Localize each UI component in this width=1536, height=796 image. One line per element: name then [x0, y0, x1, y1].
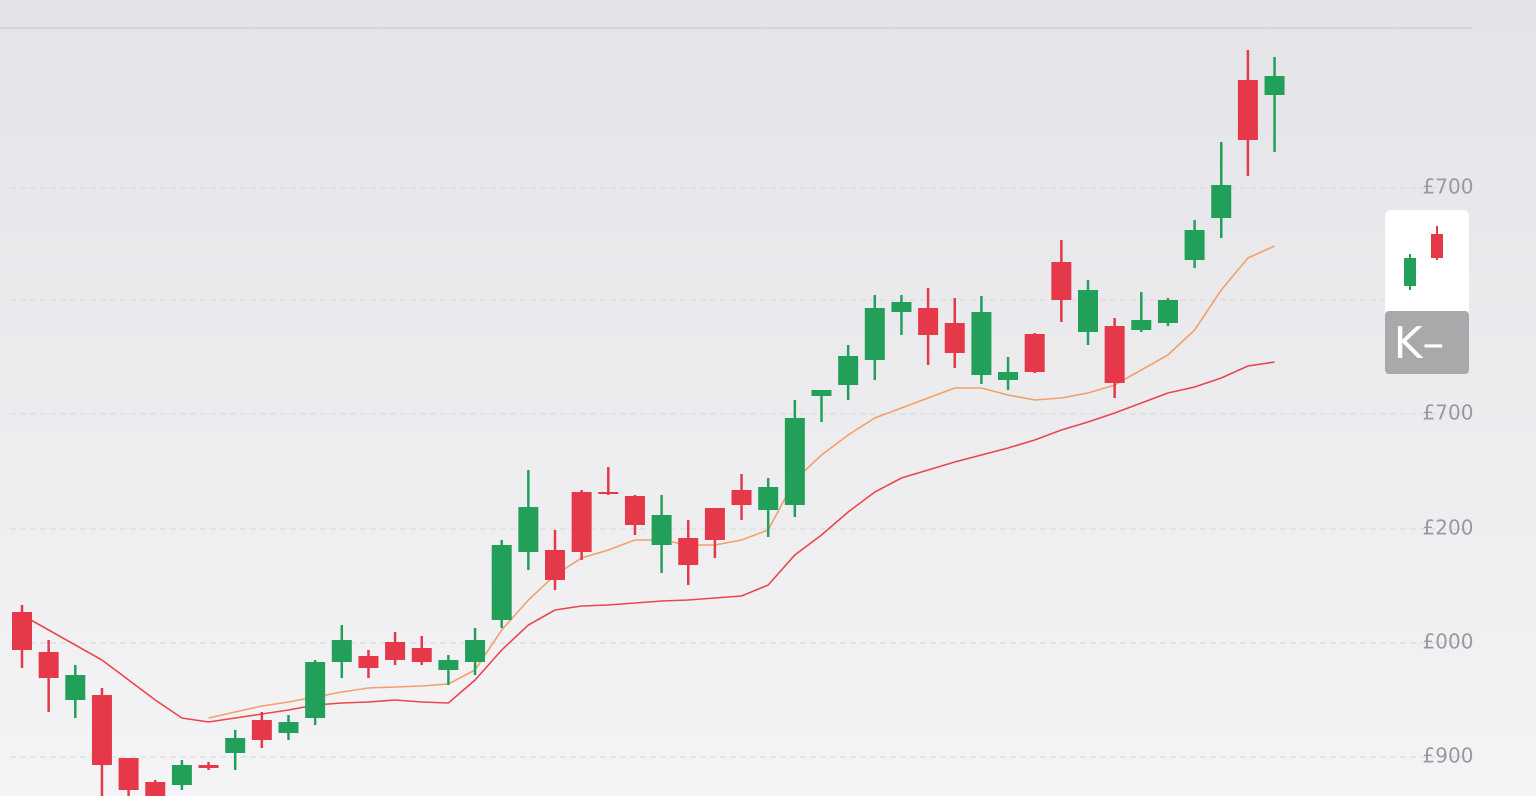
- y-tick-label: £700: [1423, 401, 1474, 425]
- legend-label: K–: [1394, 318, 1445, 369]
- candle-body: [598, 492, 619, 494]
- candle-body: [91, 695, 112, 765]
- candle-body: [118, 758, 139, 790]
- candle-body: [624, 496, 645, 525]
- moving-average-line: [208, 245, 1275, 719]
- candle-body: [1157, 300, 1178, 323]
- candle-body: [838, 356, 859, 385]
- candle-body: [411, 648, 432, 662]
- candle-body: [1078, 290, 1098, 332]
- y-tick-label: £000: [1423, 630, 1474, 654]
- candle-body: [1184, 230, 1205, 260]
- candle-body: [518, 507, 539, 552]
- candle-body: [1131, 320, 1152, 330]
- candle-body: [1237, 80, 1258, 140]
- candle-body: [385, 642, 406, 660]
- candle-body: [491, 545, 512, 620]
- candle-body: [784, 418, 805, 505]
- candle-body: [651, 515, 672, 545]
- candle-body: [438, 660, 459, 670]
- candle-body: [225, 738, 246, 753]
- candle-body: [305, 662, 326, 718]
- candle-body: [704, 508, 725, 540]
- candle-body: [38, 652, 59, 678]
- candle-body: [65, 675, 86, 700]
- candle-body: [171, 765, 192, 785]
- candle-body: [1264, 76, 1285, 95]
- candle-body: [758, 487, 779, 510]
- candle-body: [278, 722, 299, 733]
- candle-body: [1051, 262, 1072, 300]
- candle-body: [545, 550, 565, 580]
- y-tick-label: £200: [1423, 516, 1474, 540]
- candle-body: [1104, 326, 1125, 383]
- candle-body: [811, 390, 832, 396]
- moving-average-line: [21, 361, 1275, 723]
- candle-body: [891, 302, 912, 312]
- legend-icon-body: [1431, 234, 1443, 258]
- candle-body: [145, 782, 166, 796]
- candle-body: [971, 312, 992, 375]
- candle-body: [331, 640, 352, 662]
- candle-body: [731, 490, 752, 505]
- candle-body: [358, 656, 379, 668]
- candle-body: [1024, 334, 1045, 372]
- candle-body: [198, 765, 219, 768]
- candle-body: [12, 612, 32, 650]
- candle-body: [918, 308, 939, 335]
- candle-body: [678, 538, 699, 565]
- candle-body: [465, 640, 486, 662]
- candle-body: [251, 720, 272, 740]
- legend-box: K–: [1385, 210, 1469, 374]
- legend-box-footer: [1385, 311, 1469, 374]
- candle-body: [571, 492, 592, 552]
- candle-body: [1211, 185, 1232, 218]
- candle-body: [998, 372, 1019, 380]
- legend-icon-body: [1404, 258, 1416, 286]
- candle-body: [944, 323, 965, 353]
- y-tick-label: £900: [1423, 744, 1474, 768]
- y-tick-label: £700: [1423, 175, 1474, 199]
- candle-body: [864, 308, 885, 360]
